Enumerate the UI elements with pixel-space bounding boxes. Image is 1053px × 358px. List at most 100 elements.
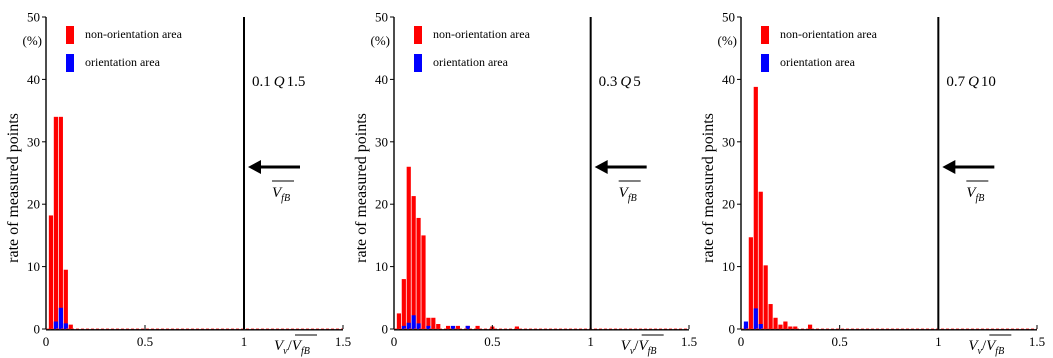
bar <box>807 324 813 329</box>
bar <box>793 326 798 329</box>
y-tick-label: 20 <box>375 197 388 212</box>
bar <box>48 215 54 329</box>
bar <box>753 308 758 329</box>
y-axis-label: rate of measured points <box>5 113 22 263</box>
legend: non-orientation area orientation area <box>414 26 531 72</box>
y-tick-label: 0 <box>382 322 389 337</box>
x-label-slash: / <box>982 338 987 354</box>
legend-swatch <box>414 54 422 72</box>
condition-symbol: Q <box>620 74 631 90</box>
arrow-label-main: V <box>272 185 283 201</box>
y-tick-label: 0 <box>729 322 736 337</box>
bar <box>53 116 59 329</box>
bar <box>436 324 441 329</box>
bar <box>416 323 421 329</box>
bar <box>396 313 402 329</box>
bar <box>426 325 431 329</box>
bar <box>773 317 778 329</box>
y-tick-label: 40 <box>722 72 735 87</box>
legend-swatch <box>761 54 769 72</box>
x-label-denom: V <box>638 338 649 354</box>
bar <box>416 217 421 329</box>
x-tick-label: 0 <box>391 334 398 349</box>
x-tick-label: 0.5 <box>484 334 500 349</box>
y-tick-label: 20 <box>27 197 40 212</box>
condition-low: 0.7 <box>946 74 965 90</box>
bar <box>401 279 406 329</box>
x-tick-label: 0.5 <box>137 334 153 349</box>
bar <box>63 269 68 329</box>
condition-high: 5 <box>633 74 641 90</box>
legend-label: non-orientation area <box>433 27 531 41</box>
x-label-denom-sub: fB <box>995 346 1004 357</box>
x-tick-label: 1 <box>935 334 942 349</box>
bar <box>514 326 520 329</box>
bar <box>431 317 436 329</box>
legend-label: non-orientation area <box>780 27 878 41</box>
arrow-label-sub: fB <box>976 193 985 204</box>
legend-label: non-orientation area <box>85 27 183 41</box>
y-tick-label: 30 <box>375 134 388 149</box>
x-tick-label: 1.5 <box>335 334 351 349</box>
y-tick-label: 40 <box>27 72 40 87</box>
legend-swatch <box>66 54 74 72</box>
bar <box>445 325 451 329</box>
arrow-head <box>594 160 608 174</box>
bar <box>768 304 773 329</box>
bar <box>406 166 411 329</box>
arrow-label-main: V <box>966 185 977 201</box>
y-tick-label: 10 <box>27 259 40 274</box>
bar <box>758 324 763 329</box>
bar <box>455 325 461 329</box>
bar <box>53 321 59 329</box>
condition-label: 0.3 Q 5 <box>599 74 641 90</box>
legend-swatch <box>761 26 769 44</box>
arrow-label-sub: fB <box>281 193 290 204</box>
x-tick-label: 0.5 <box>832 334 848 349</box>
bar <box>748 237 753 329</box>
y-tick-label: 50 <box>722 10 735 25</box>
bar <box>758 191 763 329</box>
condition-low: 0.1 <box>252 74 271 90</box>
bar <box>465 325 470 329</box>
y-tick-label: 30 <box>27 134 40 149</box>
legend-swatch <box>414 26 422 44</box>
y-unit-label: (%) <box>371 33 391 48</box>
x-label-sub: v <box>978 346 983 357</box>
y-unit-label: (%) <box>23 33 43 48</box>
bar <box>763 265 768 329</box>
bar <box>63 323 68 329</box>
y-tick-label: 50 <box>27 10 40 25</box>
arrow-label: VfB <box>966 185 984 204</box>
y-tick-label: 20 <box>722 197 735 212</box>
bar <box>743 321 749 329</box>
bar <box>421 235 426 329</box>
condition-high: 1.5 <box>287 74 306 90</box>
x-label-denom-sub: fB <box>648 346 657 357</box>
bar <box>788 326 793 329</box>
x-tick-label: 0 <box>738 334 745 349</box>
condition-label: 0.1 Q 1.5 <box>252 74 305 90</box>
legend-label: orientation area <box>433 55 509 69</box>
bar <box>58 116 63 329</box>
y-tick-label: 50 <box>375 10 388 25</box>
series-orientation <box>401 315 470 329</box>
condition-high: 10 <box>981 74 996 90</box>
bar <box>68 324 73 329</box>
series-non-orientation <box>48 116 73 329</box>
bar <box>753 86 758 329</box>
legend-label: orientation area <box>85 55 161 69</box>
x-tick-label: 1.5 <box>681 334 697 349</box>
y-unit-label: (%) <box>718 33 738 48</box>
x-label-main: V <box>274 338 285 354</box>
y-tick-label: 30 <box>722 134 735 149</box>
x-label-denom: V <box>986 338 997 354</box>
x-label-denom-sub: fB <box>301 346 310 357</box>
legend-label: orientation area <box>780 55 856 69</box>
x-label-slash: / <box>288 338 293 354</box>
chart-panel-1: 0 10 20 30 40 50 (%) rate of measured points 0 0.… <box>5 10 351 358</box>
bar <box>475 325 480 329</box>
bar <box>411 315 416 329</box>
bar <box>406 322 411 329</box>
condition-label: 0.7 Q 10 <box>946 74 996 90</box>
